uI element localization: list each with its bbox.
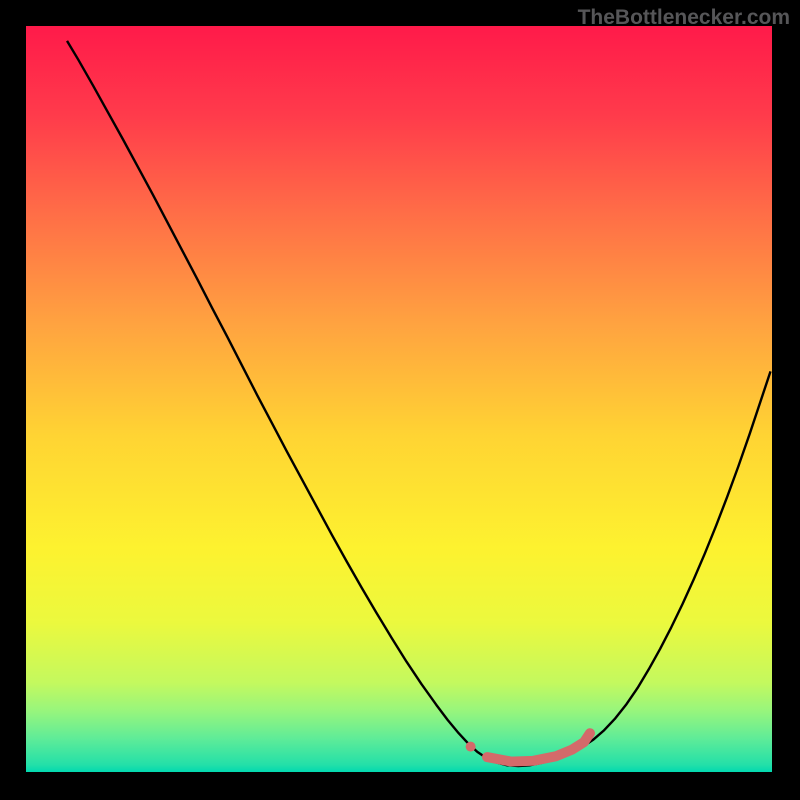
chart-wrapper: TheBottlenecker.com bbox=[0, 0, 800, 800]
indicator-dot bbox=[466, 742, 476, 752]
bottleneck-chart bbox=[0, 0, 800, 800]
